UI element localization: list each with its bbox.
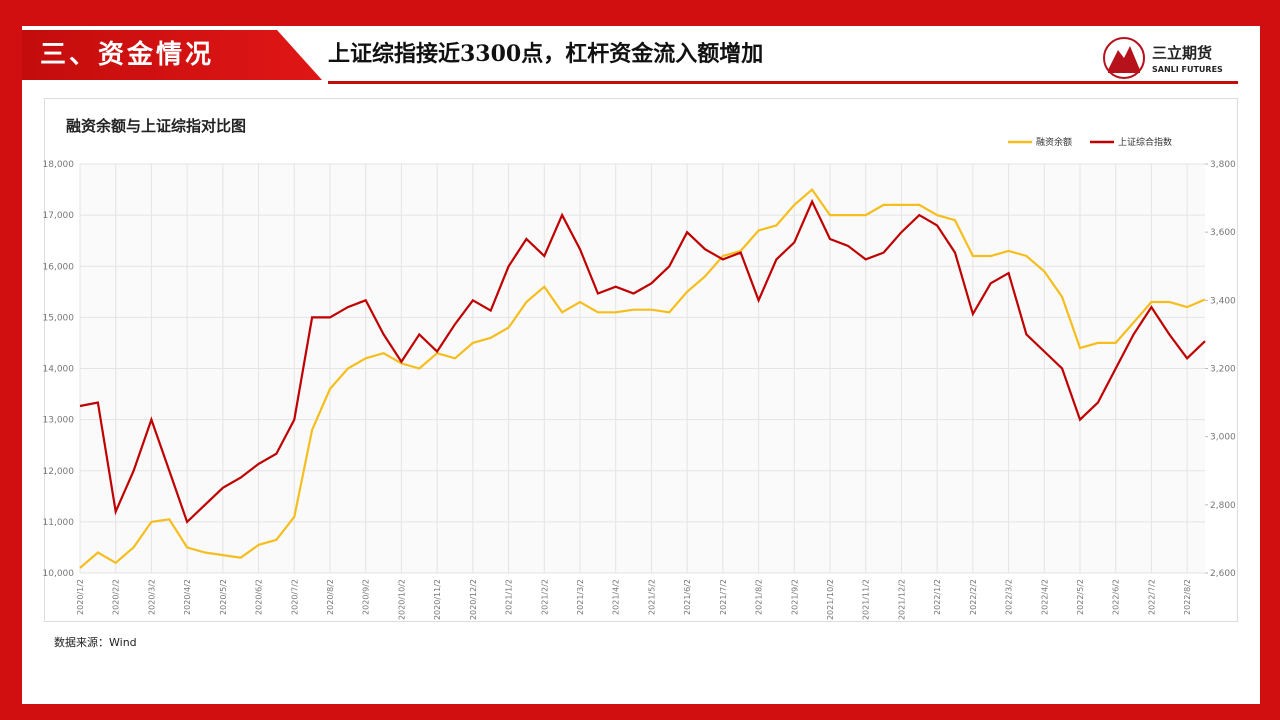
y2-tick-label: 3,400: [1210, 296, 1236, 306]
chart-title: 融资余额与上证综指对比图: [66, 117, 246, 135]
y-tick-label: 14,000: [43, 365, 75, 375]
y-tick-label: 16,000: [43, 262, 75, 272]
x-tick-label: 2022/6/2: [1112, 579, 1121, 615]
x-tick-label: 2022/7/2: [1147, 579, 1156, 615]
y-tick-label: 12,000: [43, 467, 75, 477]
title-rule: [328, 81, 1238, 84]
logo: 三立期货 SANLI FUTURES: [1102, 36, 1242, 81]
x-tick-label: 2021/4/2: [612, 579, 621, 615]
y2-tick-label: 2,600: [1210, 569, 1236, 579]
y-tick-label: 11,000: [43, 518, 75, 528]
logo-icon: [1103, 37, 1145, 79]
logo-subtext: SANLI FUTURES: [1152, 65, 1223, 74]
x-tick-label: 2020/1/2: [76, 579, 85, 615]
x-tick-label: 2021/9/2: [790, 579, 799, 615]
y-tick-label: 17,000: [43, 211, 75, 221]
y-tick-label: 15,000: [43, 313, 75, 323]
x-tick-label: 2020/12/2: [469, 579, 478, 620]
slide-title: 上证综指接近3300点，杠杆资金流入额增加: [328, 41, 764, 67]
x-tick-label: 2022/8/2: [1183, 579, 1192, 615]
x-tick-label: 2020/9/2: [362, 579, 371, 615]
x-tick-label: 2021/6/2: [683, 579, 692, 615]
x-tick-label: 2022/4/2: [1040, 579, 1049, 615]
chart-frame: [44, 98, 1238, 622]
legend-label: 上证综合指数: [1118, 136, 1172, 148]
y2-tick-label: 2,800: [1210, 501, 1236, 511]
x-tick-label: 2021/3/2: [576, 579, 585, 615]
series-line: [79, 187, 1206, 569]
x-tick-label: 2022/3/2: [1005, 579, 1014, 615]
x-tick-label: 2020/5/2: [219, 579, 228, 615]
x-tick-label: 2020/11/2: [433, 579, 442, 620]
x-tick-label: 2021/11/2: [862, 579, 871, 620]
x-tick-label: 2021/10/2: [826, 579, 835, 620]
section-title: 三、资金情况: [22, 30, 322, 80]
x-tick-label: 2020/2/2: [112, 579, 121, 615]
x-tick-label: 2020/6/2: [255, 579, 264, 615]
x-tick-label: 2021/2/2: [540, 579, 549, 615]
x-tick-label: 2021/8/2: [755, 579, 764, 615]
y-tick-label: 13,000: [43, 416, 75, 426]
y2-tick-label: 3,800: [1210, 160, 1236, 170]
x-tick-label: 2022/5/2: [1076, 579, 1085, 615]
source-note: 数据来源：Wind: [54, 636, 137, 649]
x-tick-label: 2020/3/2: [147, 579, 156, 615]
x-tick-label: 2020/7/2: [290, 579, 299, 615]
x-tick-label: 2022/2/2: [969, 579, 978, 615]
x-tick-label: 2021/5/2: [647, 579, 656, 615]
y2-tick-label: 3,200: [1210, 365, 1236, 375]
x-tick-label: 2021/7/2: [719, 579, 728, 615]
y2-tick-label: 3,600: [1210, 228, 1236, 238]
x-tick-label: 2022/1/2: [933, 579, 942, 615]
y-tick-label: 18,000: [43, 160, 75, 170]
legend-label: 融资余额: [1036, 136, 1072, 148]
series-line: [79, 198, 1206, 524]
logo-text: 三立期货: [1152, 44, 1213, 62]
y2-tick-label: 3,000: [1210, 433, 1236, 443]
y-tick-label: 10,000: [43, 569, 75, 579]
x-tick-label: 2021/1/2: [505, 579, 514, 615]
x-tick-label: 2020/10/2: [397, 579, 406, 620]
x-tick-label: 2020/4/2: [183, 579, 192, 615]
x-tick-label: 2020/8/2: [326, 579, 335, 615]
x-tick-label: 2021/12/2: [897, 579, 906, 620]
